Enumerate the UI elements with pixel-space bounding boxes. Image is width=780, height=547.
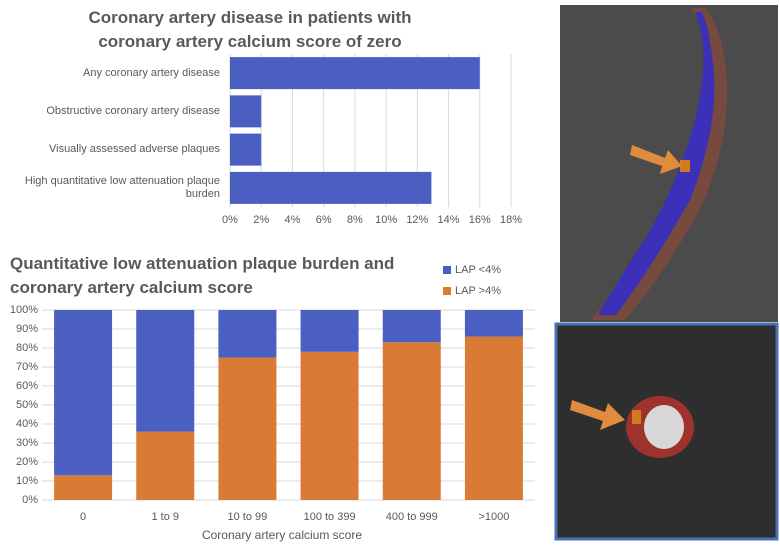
bar-segment [54, 310, 113, 476]
x-tick-label: 6% [315, 214, 332, 226]
y-tick-label: Visually assessed adverse plaques [48, 143, 220, 156]
x-tick-label: 400 to 999 [385, 511, 438, 523]
y-tick-label: 60% [15, 379, 38, 392]
x-tick-label: 100 to 399 [303, 511, 356, 523]
x-tick-label: >1000 [478, 511, 510, 523]
bar [230, 95, 262, 128]
x-tick-label: 18% [499, 214, 523, 226]
x-tick-label: 0% [222, 214, 238, 226]
y-tick-label: 50% [15, 398, 38, 411]
bar-segment [300, 310, 359, 352]
bar-segment [382, 342, 441, 500]
legend-label: LAP >4% [455, 284, 501, 297]
y-tick-label: High quantitative low attenuation plaque… [24, 174, 220, 200]
x-tick-label: 8% [346, 214, 363, 226]
x-tick-label: 2% [253, 214, 270, 226]
bar [230, 133, 262, 166]
y-tick-label: 30% [15, 436, 38, 449]
bar-segment [464, 310, 523, 337]
y-tick-label: 90% [15, 322, 38, 335]
x-tick-label: 4% [284, 214, 301, 226]
y-tick-label: 10% [15, 474, 38, 487]
x-tick-label: 14% [437, 214, 460, 226]
y-tick-label: 40% [15, 417, 38, 430]
chart-title: Quantitative low attenuation plaque burd… [10, 254, 395, 297]
bar-segment [300, 351, 359, 500]
y-tick-label: 0% [22, 493, 38, 506]
y-tick-label: Obstructive coronary artery disease [46, 104, 220, 117]
cross-section-image [554, 322, 779, 541]
legend-swatch [443, 287, 451, 295]
bar-segment [218, 310, 277, 358]
bar-segment [218, 357, 277, 500]
y-tick-label: Any coronary artery disease [83, 66, 220, 79]
x-tick-label: 10 to 99 [227, 511, 268, 523]
vessel-image [560, 5, 778, 322]
bar [230, 57, 480, 90]
x-tick-label: 16% [468, 214, 491, 226]
x-axis-title: Coronary artery calcium score [201, 528, 363, 542]
y-tick-label: 80% [15, 341, 38, 354]
bar-segment [136, 431, 195, 500]
x-tick-label: 10% [375, 214, 398, 226]
x-tick-label: 0 [80, 511, 87, 523]
chart-title: Coronary artery disease in patients with… [88, 8, 412, 51]
legend-label: LAP <4% [455, 263, 501, 276]
legend-swatch [443, 266, 451, 274]
bar-segment [54, 475, 113, 500]
bar-segment [382, 310, 441, 343]
bar-segment [464, 336, 523, 500]
y-tick-label: 70% [15, 360, 38, 373]
bar-segment [136, 310, 195, 432]
y-tick-label: 100% [9, 303, 38, 316]
bar [230, 171, 432, 204]
x-tick-label: 1 to 9 [151, 511, 180, 523]
x-tick-label: 12% [406, 214, 429, 226]
y-tick-label: 20% [15, 455, 38, 468]
